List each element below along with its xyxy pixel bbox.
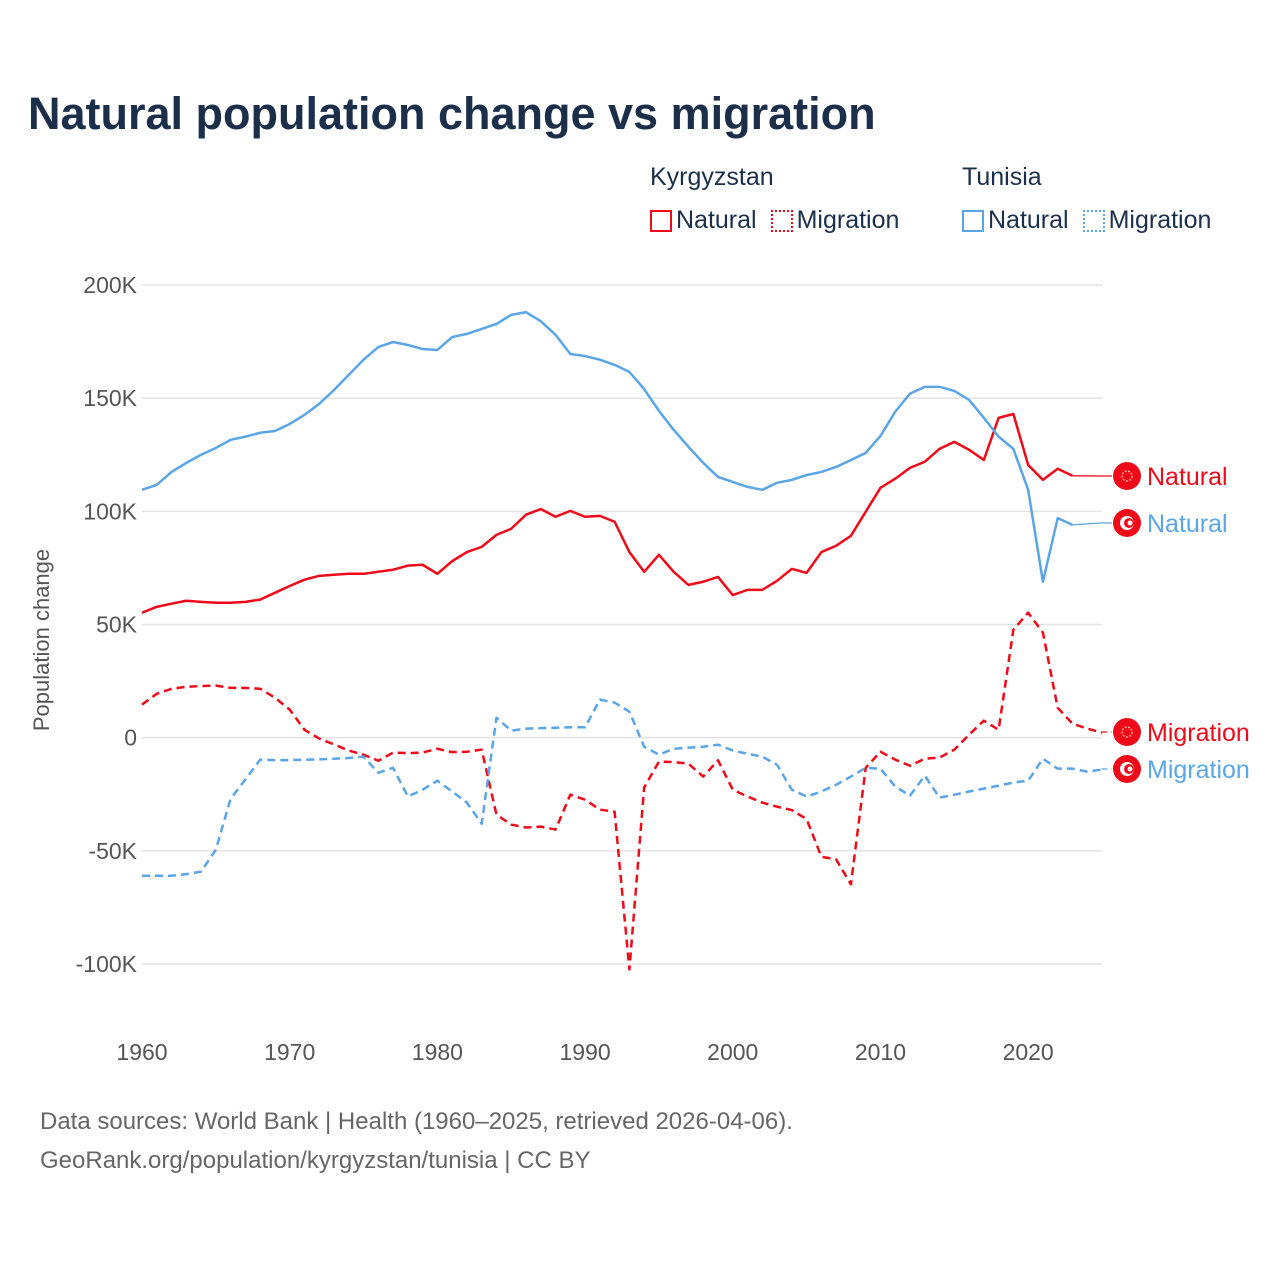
legend-swatch-dotted-icon	[770, 209, 793, 232]
y-tick-label: 100K	[83, 498, 137, 524]
legend-item-tunisia-migration[interactable]: Migration	[1082, 206, 1212, 235]
flag-star-icon	[1127, 520, 1133, 526]
y-tick-label: -100K	[76, 951, 138, 977]
series-line-kyrgyzstan-natural	[141, 412, 1073, 614]
flag-sun-icon	[1121, 726, 1133, 738]
end-label: Migration	[1147, 719, 1250, 747]
x-tick-label: 2020	[1003, 1039, 1054, 1065]
legend-group-kyrgyzstan: Kyrgyzstan Natural Migration	[650, 163, 899, 235]
legend-group-tunisia: Tunisia Natural Migration	[962, 163, 1211, 235]
x-tick-label: 2010	[855, 1039, 906, 1065]
end-label: Migration	[1147, 756, 1250, 784]
y-tick-label: -50K	[88, 838, 137, 864]
series-line-tunisia-natural	[141, 310, 1073, 583]
end-label-connector	[1101, 731, 1112, 733]
end-label-connector	[1101, 768, 1112, 770]
series-line-kyrgyzstan-migration	[141, 611, 1103, 971]
chart-title: Natural population change vs migration	[28, 88, 876, 139]
kyrgyzstan-flag-icon	[1113, 718, 1141, 746]
x-tick-label: 1980	[412, 1039, 463, 1065]
end-label: Natural	[1147, 510, 1228, 538]
footer-link[interactable]: GeoRank.org/population/kyrgyzstan/tunisi…	[40, 1147, 591, 1174]
y-tick-label: 50K	[96, 612, 138, 638]
legend-group-label: Kyrgyzstan	[650, 163, 774, 191]
footer-sources: Data sources: World Bank | Health (1960–…	[40, 1108, 793, 1135]
y-tick-label: 150K	[83, 385, 137, 411]
legend-swatch-solid-icon	[650, 209, 672, 232]
legend-item-label: Natural	[988, 206, 1069, 234]
legend-swatch-dotted-icon	[1082, 209, 1105, 232]
x-tick-label: 1960	[116, 1039, 167, 1065]
y-tick-label: 200K	[83, 272, 137, 298]
legend-item-label: Natural	[676, 206, 757, 234]
legend-item-kyrgyzstan-natural[interactable]: Natural	[650, 206, 757, 235]
x-tick-label: 1990	[559, 1039, 610, 1065]
end-label: Natural	[1147, 463, 1228, 491]
kyrgyzstan-flag-icon	[1113, 462, 1141, 490]
legend-group-label: Tunisia	[962, 163, 1042, 191]
x-tick-label: 1970	[264, 1039, 315, 1065]
legend-item-tunisia-natural[interactable]: Natural	[962, 206, 1069, 235]
legend-swatch-solid-icon	[962, 209, 984, 232]
flag-sun-icon	[1121, 470, 1133, 482]
legend-item-label: Migration	[1108, 206, 1212, 234]
series-line-tunisia-migration	[142, 698, 1103, 877]
legend-item-kyrgyzstan-migration[interactable]: Migration	[770, 206, 900, 235]
flag-star-icon	[1127, 766, 1133, 772]
end-label-connector	[1072, 522, 1112, 526]
x-tick-label: 2000	[707, 1039, 758, 1065]
y-tick-label: 0	[124, 725, 137, 751]
legend-item-label: Migration	[796, 206, 900, 234]
